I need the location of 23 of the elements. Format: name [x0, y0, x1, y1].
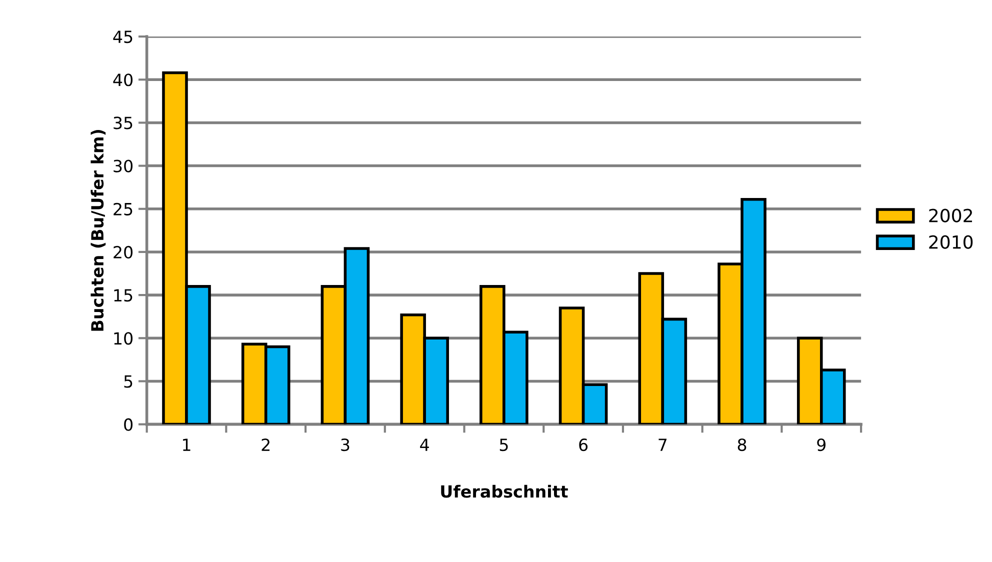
x-tick-label: 5: [500, 438, 508, 452]
legend-label: 2010: [929, 235, 973, 249]
x-tick-label: 4: [420, 438, 429, 451]
x-tick-label: 6: [579, 438, 588, 452]
x-tick-label: 8: [738, 438, 746, 452]
x-tick-label: 7: [658, 438, 667, 451]
x-tick-label: 2: [262, 438, 270, 451]
legend-label: 2002: [929, 208, 972, 222]
y-tick-label: 10: [114, 332, 133, 345]
y-tick-label: 25: [114, 202, 132, 216]
y-tick-label: 0: [124, 418, 133, 431]
y-tick-label: 40: [113, 74, 133, 86]
y-tick-label: 45: [113, 30, 132, 44]
y-tick-label: 35: [114, 116, 132, 130]
y-axis-title: Buchten (Bu/Ufer km): [90, 130, 106, 331]
x-tick-label: 1: [183, 438, 190, 451]
x-tick-label: 3: [341, 438, 350, 452]
y-tick-label: 30: [114, 160, 133, 172]
y-tick-label: 15: [114, 289, 132, 302]
x-tick-label: 9: [817, 438, 826, 452]
y-tick-label: 5: [124, 375, 132, 388]
x-axis-title: Uferabschnitt: [441, 484, 568, 498]
y-tick-label: 20: [114, 246, 133, 259]
